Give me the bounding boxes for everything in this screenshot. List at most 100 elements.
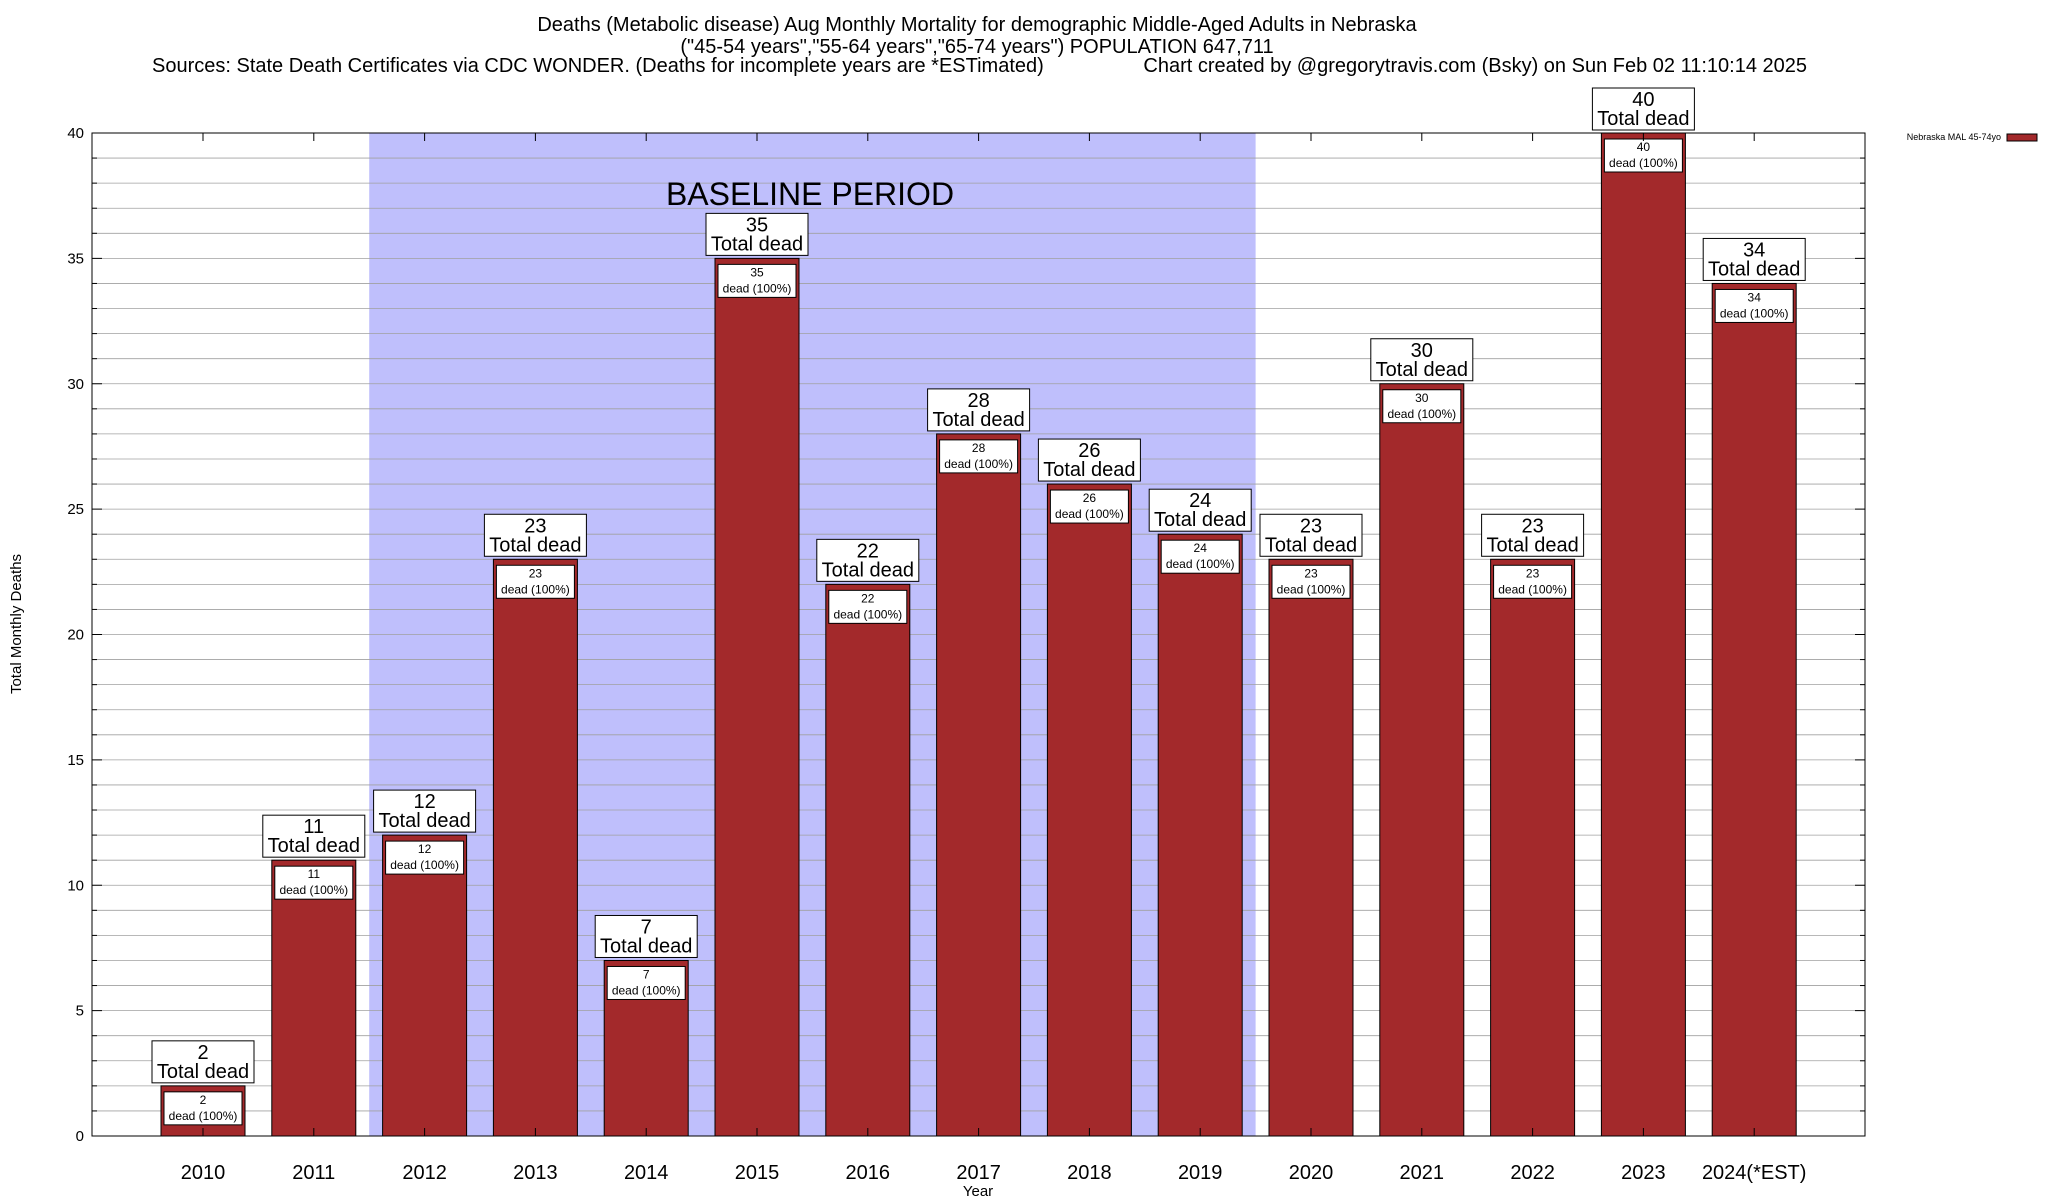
bar-inner-label-box: [385, 840, 465, 875]
bar: [714, 257, 800, 1137]
bar-total-value: 26: [1078, 440, 1100, 462]
bar-total-label-box: [927, 388, 1031, 432]
bar-inner-value: 23: [529, 566, 543, 580]
bar: [1268, 558, 1354, 1137]
bar-inner-label: dead (100%): [1498, 582, 1567, 596]
bar-inner-label: dead (100%): [944, 457, 1013, 471]
bar-inner-label-box: [1382, 389, 1462, 424]
bar-total-label-box: [262, 814, 366, 858]
bar-total-label: Total dead: [1265, 534, 1357, 556]
bar-inner-value: 35: [750, 265, 764, 279]
bar: [1490, 558, 1576, 1137]
bar-inner-value: 30: [1415, 391, 1429, 405]
bar-inner-label: dead (100%): [612, 983, 681, 997]
bar-inner-label-box: [606, 965, 686, 1000]
bar-inner-label-box: [274, 865, 354, 900]
y-tick-label: 40: [67, 125, 84, 142]
bar: [1711, 282, 1797, 1137]
chart-credit: Chart created by @gregorytravis.com (Bsk…: [1143, 55, 1807, 77]
bar-total-label: Total dead: [157, 1061, 249, 1083]
x-axis-title: Year: [963, 1183, 993, 1200]
bar-total-value: 34: [1743, 239, 1765, 261]
bar-total-label: Total dead: [268, 835, 360, 857]
bar-total-value: 23: [1300, 515, 1322, 537]
bar-inner-value: 26: [1083, 491, 1097, 505]
y-tick-label: 25: [67, 501, 84, 518]
bar-total-label-box: [1370, 338, 1474, 382]
bar-total-value: 28: [967, 390, 989, 412]
x-tick-label: 2010: [181, 1162, 226, 1184]
bar-inner-value: 23: [1304, 566, 1318, 580]
chart-title-line-2: ("45-54 years","55-64 years","65-74 year…: [680, 36, 1273, 58]
x-tick-label: 2018: [1067, 1162, 1112, 1184]
y-tick-label: 20: [67, 627, 84, 644]
bar-total-label: Total dead: [1154, 509, 1246, 531]
bar-inner-label-box: [1049, 489, 1129, 524]
bar-inner-label-box: [163, 1091, 243, 1126]
bar-total-value: 30: [1411, 340, 1433, 362]
bar: [271, 859, 357, 1137]
bar-total-value: 7: [641, 916, 652, 938]
legend: Nebraska MAL 45-74yo: [1907, 132, 2038, 142]
x-tick-label: 2014: [624, 1162, 669, 1184]
bar-inner-label-box: [1160, 539, 1240, 574]
x-tick-label: 2022: [1510, 1162, 1555, 1184]
bar-total-label: Total dead: [1376, 359, 1468, 381]
bar-total-value: 23: [524, 515, 546, 537]
bar-total-value: 23: [1521, 515, 1543, 537]
bar: [382, 834, 468, 1137]
bar-inner-value: 12: [418, 842, 432, 856]
y-tick-label: 35: [67, 250, 84, 267]
x-axis: 2010 2011 2012 2013 2014 2015 2016 2017 2018 2019…: [181, 133, 1806, 1184]
bar-total-label-box: [483, 513, 587, 557]
bar-total-label: Total dead: [1486, 534, 1578, 556]
bar: [1046, 483, 1132, 1137]
bar-total-value: 11: [303, 816, 324, 838]
bar-total-label: Total dead: [600, 935, 692, 957]
bar-total-label-box: [1259, 513, 1363, 557]
bar-inner-label-box: [1603, 138, 1683, 173]
bar-inner-label-box: [939, 439, 1019, 474]
x-tick-label: 2013: [513, 1162, 558, 1184]
bar-total-label: Total dead: [1708, 258, 1800, 280]
bar-inner-label: dead (100%): [1720, 306, 1789, 320]
bar-total-label-box: [1591, 87, 1695, 131]
bar-inner-value: 24: [1194, 541, 1208, 555]
bar-inner-label: dead (100%): [501, 582, 570, 596]
bar-inner-label: dead (100%): [1609, 156, 1678, 170]
bar-total-value: 2: [197, 1042, 208, 1064]
bar: [936, 433, 1022, 1137]
bar-total-value: 22: [857, 540, 879, 562]
y-tick-label: 15: [67, 752, 84, 769]
bar-inner-value: 2: [200, 1093, 207, 1107]
bar-inner-label: dead (100%): [723, 281, 792, 295]
bar-total-label: Total dead: [1597, 108, 1689, 130]
bar-inner-label-box: [495, 564, 575, 599]
bar: [1379, 383, 1465, 1137]
bar-inner-label: dead (100%): [1166, 557, 1235, 571]
bar: [1157, 533, 1243, 1137]
y-tick-label: 5: [76, 1003, 84, 1020]
bar-total-label-box: [705, 212, 809, 256]
bar-total-label: Total dead: [378, 810, 470, 832]
bar-inner-value: 11: [308, 867, 321, 881]
bar-inner-label-box: [717, 263, 797, 298]
bar-inner-label-box: [1271, 564, 1351, 599]
x-tick-label: 2020: [1289, 1162, 1334, 1184]
bar-inner-label: dead (100%): [833, 607, 902, 621]
bar-inner-label: dead (100%): [279, 883, 348, 897]
